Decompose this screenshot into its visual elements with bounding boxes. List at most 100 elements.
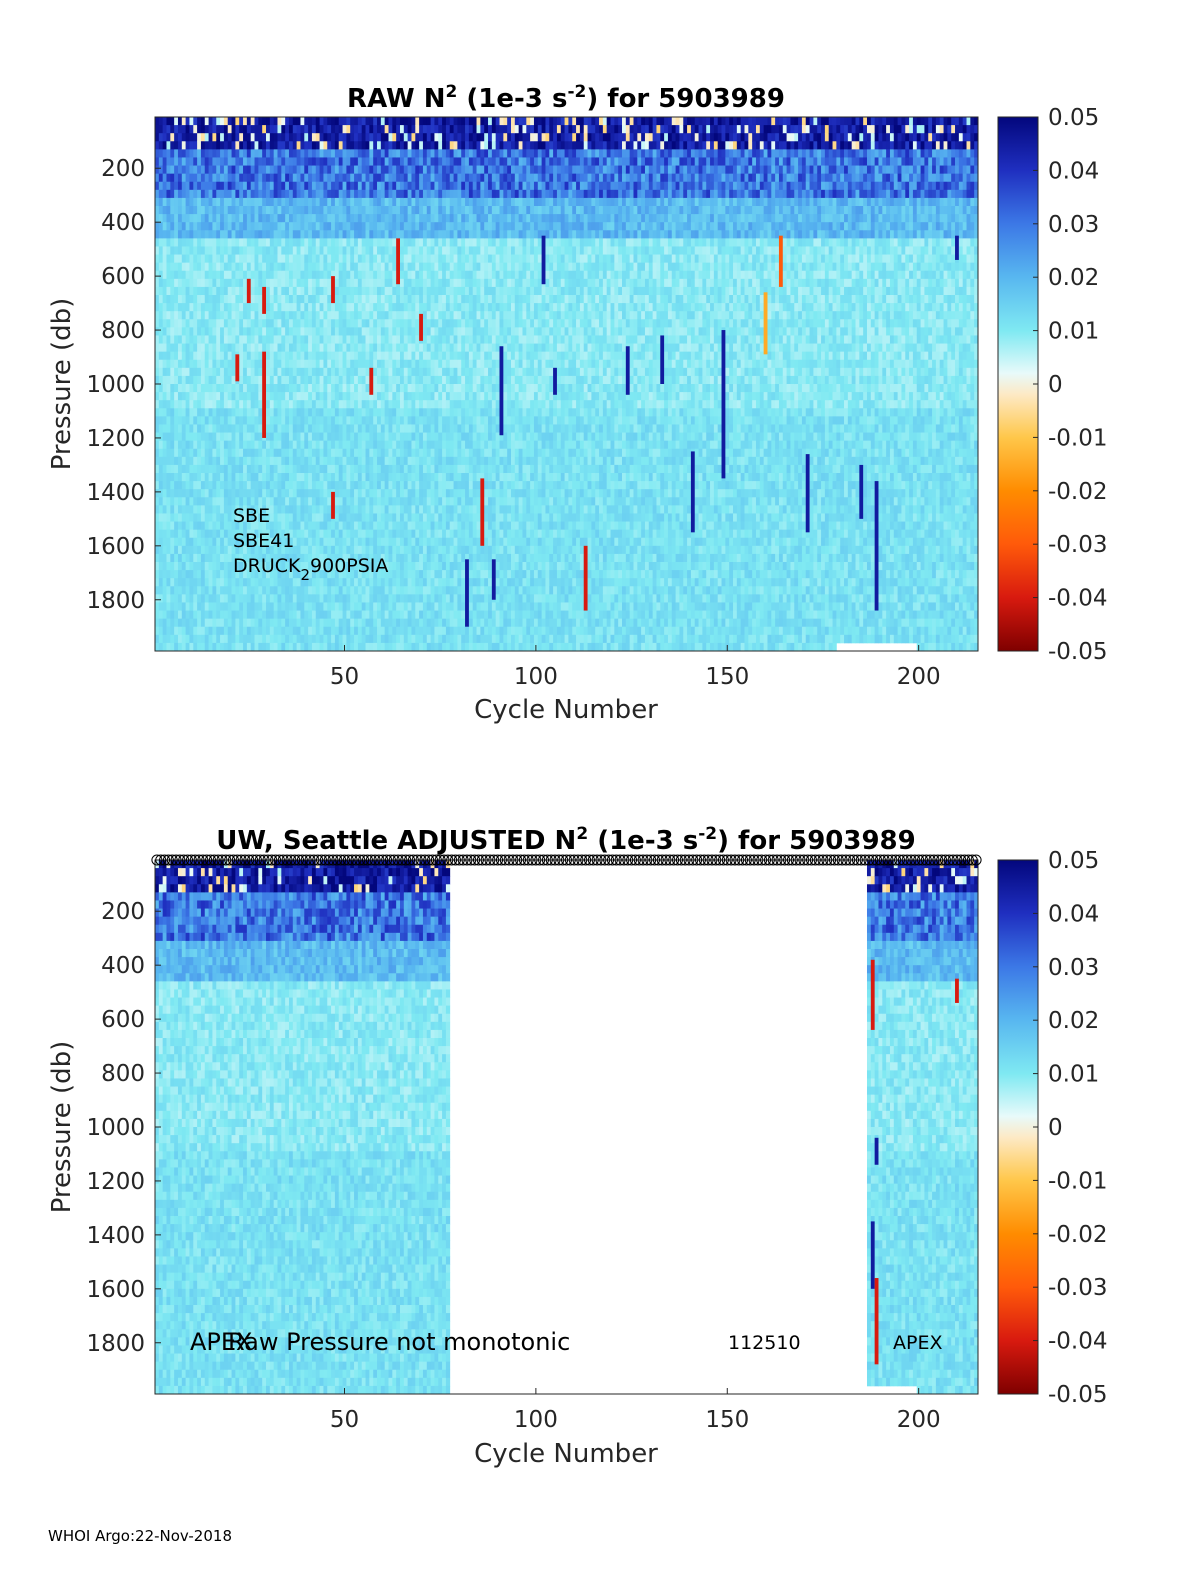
heatmap-cell [197,529,202,539]
heatmap-cell [396,408,401,417]
heatmap-cell [239,327,244,336]
heatmap-cell [174,157,179,166]
heatmap-cell [434,295,439,304]
heatmap-cell [369,392,374,401]
heatmap-cell [319,634,324,644]
heatmap-cell [174,149,179,158]
heatmap-cell [227,448,232,458]
heatmap-cell [377,311,382,320]
heatmap-cell [158,553,164,563]
heatmap-cell [231,505,236,514]
heatmap-cell [380,594,386,603]
heatmap-cell [177,529,183,539]
heatmap-cell [334,117,340,126]
heatmap-cell [300,206,305,215]
heatmap-cell [334,230,340,239]
heatmap-cell [197,181,202,191]
heatmap-cell [422,197,428,207]
heatmap-cell [277,642,282,652]
heatmap-cell [296,594,301,603]
heatmap-cell [430,311,435,320]
heatmap-cell [388,278,393,288]
heatmap-cell [338,270,343,280]
heatmap-cell [250,351,255,361]
heatmap-cell [407,367,412,377]
heatmap-cell [185,230,190,239]
heatmap-cell [281,586,286,595]
heatmap-cell [162,384,167,393]
heatmap-cell [422,351,428,361]
heatmap-cell [369,359,374,369]
heatmap-cell [377,125,382,134]
heatmap-cell [365,295,370,304]
heatmap-cell [223,319,229,328]
heatmap-cell [419,286,424,296]
heatmap-cell [285,594,290,603]
heatmap-cell [380,521,386,531]
heatmap-cell [174,497,179,506]
heatmap-cell [166,473,171,482]
heatmap-cell [246,343,252,353]
heatmap-cell [220,626,225,636]
heatmap-cell [377,618,382,628]
heatmap-cell [223,141,229,150]
heatmap-cell [411,181,416,191]
heatmap-cell [231,133,236,142]
heatmap-cell [373,448,378,458]
heatmap-cell [399,464,405,474]
heatmap-cell [399,295,405,304]
heatmap-cell [342,295,347,304]
heatmap-cell [220,618,225,628]
heatmap-cell [377,432,382,442]
heatmap-cell [411,594,416,603]
heatmap-cell [407,384,412,393]
heatmap-cell [396,214,401,223]
heatmap-cell [346,141,351,150]
heatmap-cell [308,117,313,126]
heatmap-cell [223,165,229,175]
heatmap-cell [170,206,175,215]
heatmap-cell [220,189,225,199]
heatmap-cell [315,448,320,458]
heatmap-cell [231,319,236,328]
heatmap-cell [158,521,164,531]
heatmap-cell [442,448,447,458]
heatmap-cell [204,602,209,611]
heatmap-cell [327,392,332,401]
heatmap-cell [434,448,439,458]
heatmap-cell [377,238,382,247]
heatmap-cell [231,327,236,336]
heatmap-cell [208,473,213,482]
heatmap-cell [155,562,160,571]
heatmap-cell [346,521,351,531]
heatmap-cell [323,181,328,191]
heatmap-cell [231,278,236,288]
heatmap-cell [193,537,198,547]
heatmap-cell [216,537,221,547]
heatmap-cell [304,222,309,231]
heatmap-cell [231,375,236,385]
heatmap-cell [399,545,405,555]
heatmap-cell [373,408,378,417]
heatmap-cell [288,594,294,603]
heatmap-cell [250,392,255,401]
heatmap-cell [174,319,179,328]
heatmap-cell [373,214,378,223]
heatmap-cell [258,351,263,361]
heatmap-cell [246,262,252,272]
heatmap-cell [311,254,317,264]
heatmap-cell [392,586,397,595]
heatmap-cell [346,286,351,296]
heatmap-cell [407,562,412,571]
heatmap-cell [396,392,401,401]
heatmap-cell [422,586,428,595]
heatmap-cell [369,626,374,636]
heatmap-cell [174,521,179,531]
heatmap-cell [177,375,183,385]
heatmap-cell [357,214,363,223]
heatmap-cell [231,634,236,644]
heatmap-cell [189,351,194,361]
heatmap-cell [396,464,401,474]
heatmap-cell [204,626,209,636]
heatmap-cell [323,311,328,320]
